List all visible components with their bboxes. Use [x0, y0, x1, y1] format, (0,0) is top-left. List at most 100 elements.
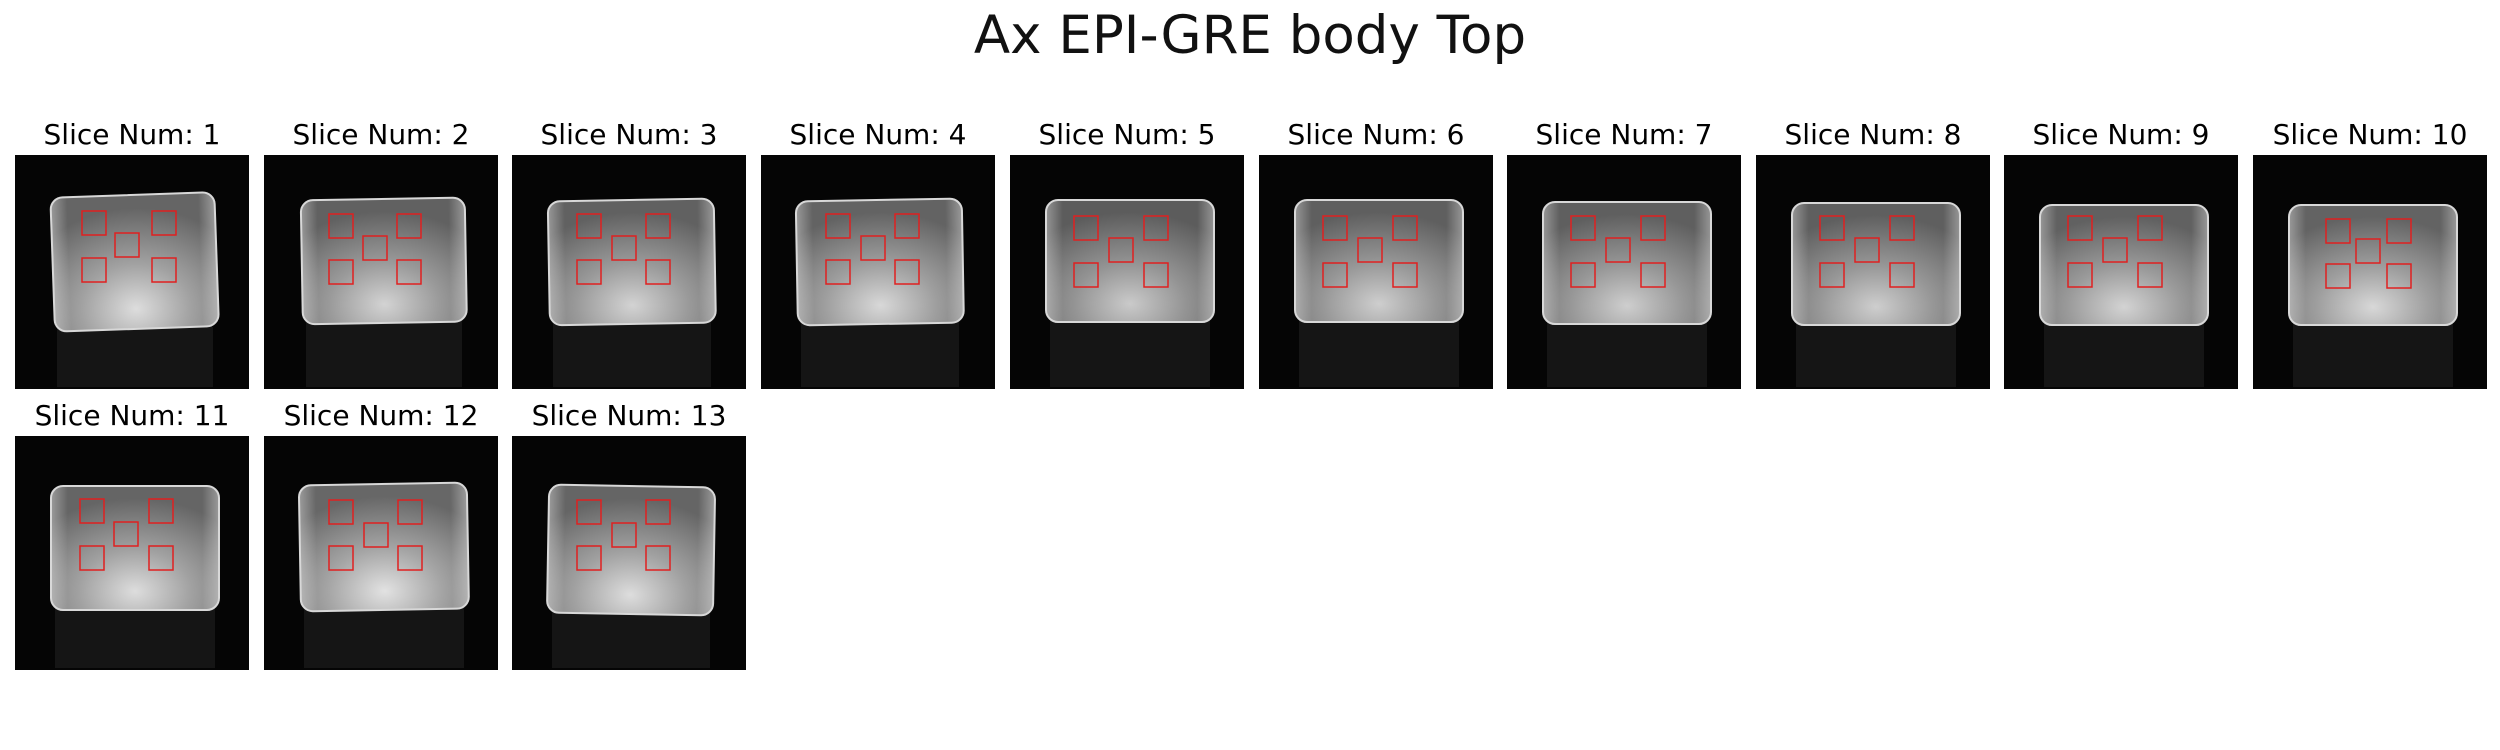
roi-box: [1357, 237, 1383, 263]
roi-box: [2137, 262, 2163, 288]
roi-box: [2067, 262, 2093, 288]
slice-panel: Slice Num: 10: [2253, 118, 2487, 389]
roi-box: [2137, 215, 2163, 241]
phantom-edge-highlight: [547, 484, 715, 616]
slice-label: Slice Num: 4: [789, 118, 967, 151]
roi-box: [397, 499, 423, 525]
slice-label: Slice Num: 1: [43, 118, 221, 151]
roi-box: [1108, 237, 1134, 263]
roi-box: [79, 545, 105, 571]
slice-label: Slice Num: 13: [531, 399, 727, 432]
roi-box: [2067, 215, 2093, 241]
table-shadow: [1796, 323, 1956, 387]
phantom-outline: [1045, 199, 1215, 323]
phantom-edge-highlight: [50, 192, 219, 332]
phantom-edge-highlight: [1543, 202, 1711, 324]
mri-slice-image: [1259, 155, 1493, 389]
roi-box: [645, 213, 671, 239]
roi-box: [1640, 262, 1666, 288]
roi-box: [860, 235, 886, 261]
roi-box: [611, 235, 637, 261]
mri-slice-image: [761, 155, 995, 389]
phantom-edge-highlight: [795, 198, 964, 326]
roi-box: [611, 522, 637, 548]
roi-box: [1570, 262, 1596, 288]
roi-box: [151, 257, 177, 283]
phantom-outline: [50, 485, 220, 611]
table-shadow: [55, 608, 215, 668]
roi-box: [576, 213, 602, 239]
phantom-outline: [1294, 199, 1464, 323]
roi-box: [645, 499, 671, 525]
roi-box: [396, 259, 422, 285]
phantom-outline: [2039, 204, 2209, 326]
phantom-edge-highlight: [547, 198, 716, 326]
roi-box: [1392, 215, 1418, 241]
roi-box: [328, 545, 354, 571]
roi-box: [81, 257, 107, 283]
roi-box: [2386, 218, 2412, 244]
roi-box: [151, 210, 177, 236]
phantom-outline: [794, 197, 965, 327]
mri-slice-image: [264, 155, 498, 389]
phantom-outline: [546, 483, 716, 617]
mri-slice-image: [2004, 155, 2238, 389]
roi-box: [363, 522, 389, 548]
roi-box: [576, 545, 602, 571]
roi-box: [645, 545, 671, 571]
roi-box: [645, 259, 671, 285]
roi-box: [2355, 238, 2381, 264]
roi-box: [1889, 215, 1915, 241]
slice-label: Slice Num: 8: [1784, 118, 1962, 151]
roi-box: [1819, 262, 1845, 288]
roi-box: [397, 545, 423, 571]
slice-label: Slice Num: 10: [2272, 118, 2468, 151]
slice-label: Slice Num: 5: [1038, 118, 1216, 151]
roi-box: [825, 213, 851, 239]
roi-box: [328, 499, 354, 525]
phantom-outline: [546, 197, 717, 327]
slice-label: Slice Num: 12: [283, 399, 479, 432]
slice-label: Slice Num: 6: [1287, 118, 1465, 151]
roi-box: [894, 213, 920, 239]
phantom-outline: [298, 481, 470, 613]
phantom-edge-highlight: [51, 486, 219, 610]
slice-label: Slice Num: 3: [540, 118, 718, 151]
table-shadow: [304, 608, 464, 668]
roi-box: [1143, 262, 1169, 288]
mri-slice-image: [15, 155, 249, 389]
slice-panel: Slice Num: 6: [1259, 118, 1493, 389]
phantom-edge-highlight: [1295, 200, 1463, 322]
slice-panel: Slice Num: 1: [15, 118, 249, 389]
roi-box: [396, 213, 422, 239]
roi-box: [81, 210, 107, 236]
table-shadow: [57, 327, 213, 387]
roi-box: [1073, 215, 1099, 241]
table-shadow: [1547, 322, 1707, 387]
phantom-edge-highlight: [1792, 203, 1960, 325]
roi-box: [894, 259, 920, 285]
table-shadow: [306, 321, 462, 387]
slice-label: Slice Num: 7: [1535, 118, 1713, 151]
table-shadow: [2293, 323, 2453, 387]
roi-box: [2325, 263, 2351, 289]
phantom-edge-highlight: [300, 197, 467, 325]
table-shadow: [552, 612, 710, 668]
phantom-edge-highlight: [1046, 200, 1214, 322]
phantom-outline: [49, 191, 220, 333]
mri-slice-image: [2253, 155, 2487, 389]
mri-slice-image: [512, 155, 746, 389]
phantom-edge-highlight: [2289, 205, 2457, 325]
slice-panel: Slice Num: 2: [264, 118, 498, 389]
roi-box: [2325, 218, 2351, 244]
slice-panel: Slice Num: 12: [264, 399, 498, 670]
roi-box: [79, 498, 105, 524]
roi-box: [825, 259, 851, 285]
table-shadow: [1299, 320, 1459, 387]
figure-title: Ax EPI-GRE body Top: [973, 5, 1527, 66]
roi-box: [1392, 262, 1418, 288]
phantom-outline: [2288, 204, 2458, 326]
roi-box: [362, 235, 388, 261]
phantom-outline: [299, 196, 468, 326]
roi-box: [1889, 262, 1915, 288]
